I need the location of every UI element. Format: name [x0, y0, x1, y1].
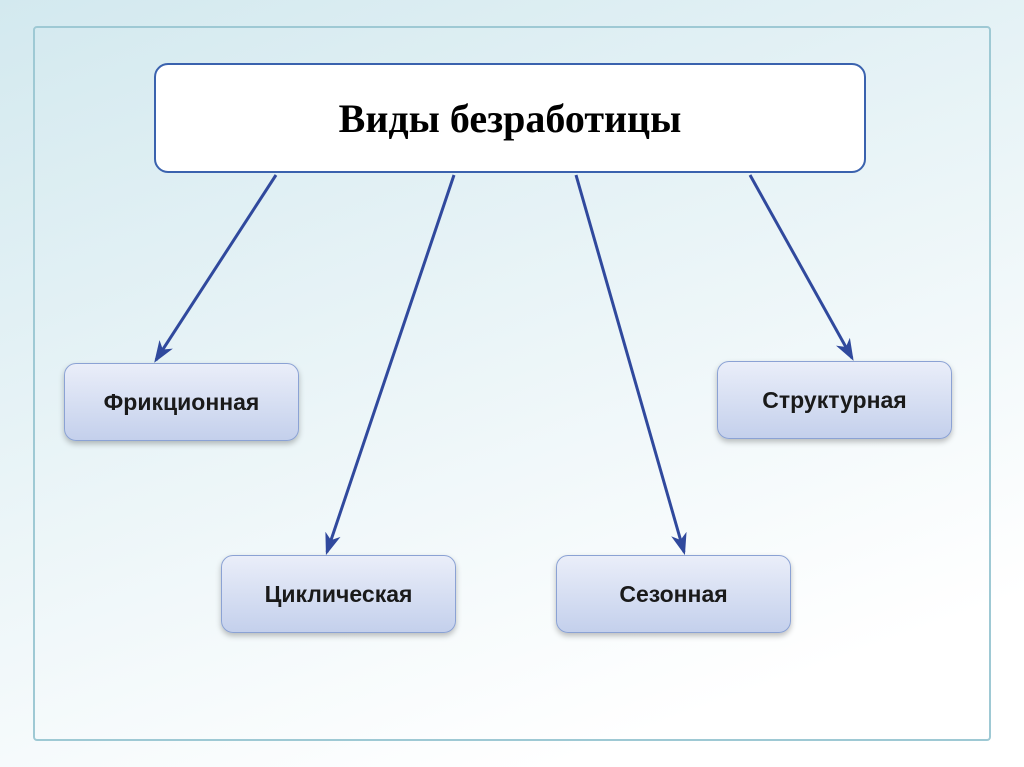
child-box-seasonal: Сезонная [556, 555, 791, 633]
child-box-structural: Структурная [717, 361, 952, 439]
title-label: Виды безработицы [339, 95, 682, 142]
child-box-frictional: Фрикционная [64, 363, 299, 441]
child-label: Фрикционная [104, 389, 260, 416]
child-label: Циклическая [265, 581, 413, 608]
child-label: Структурная [762, 387, 906, 414]
child-label: Сезонная [619, 581, 727, 608]
title-box: Виды безработицы [154, 63, 866, 173]
child-box-cyclical: Циклическая [221, 555, 456, 633]
